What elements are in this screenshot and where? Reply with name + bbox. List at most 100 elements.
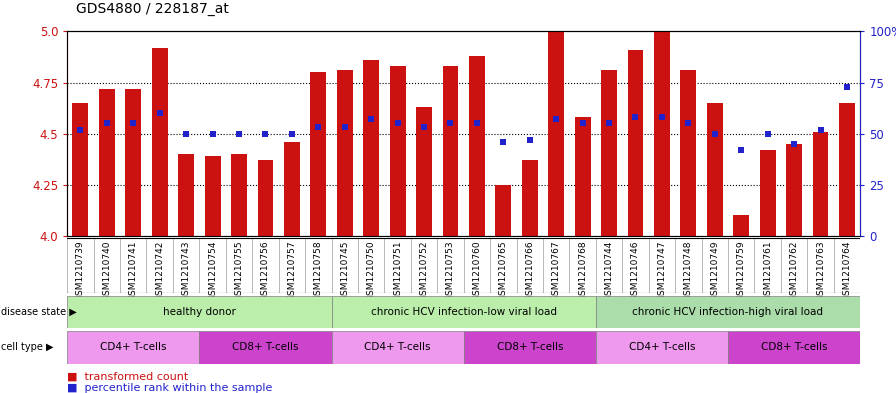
Text: GSM1210751: GSM1210751 (393, 241, 402, 301)
Point (73, 127, 88, 133)
Text: GSM1210756: GSM1210756 (261, 241, 270, 301)
Text: GSM1210750: GSM1210750 (366, 241, 375, 301)
Bar (728, 331, 860, 364)
Text: CD4+ T-cells: CD4+ T-cells (100, 342, 167, 353)
Point (522, 137, 537, 143)
Bar (199, 331, 332, 364)
Point (655, 114, 669, 120)
Bar (596, 331, 728, 364)
Bar (707, 103, 723, 236)
Bar (67, 296, 332, 328)
Bar (363, 60, 379, 236)
Bar (284, 142, 300, 236)
Text: ■  percentile rank within the sample: ■ percentile rank within the sample (67, 383, 272, 393)
Text: GSM1210762: GSM1210762 (789, 241, 798, 301)
Text: GDS4880 / 228187_at: GDS4880 / 228187_at (76, 2, 229, 16)
Text: GSM1210744: GSM1210744 (605, 241, 614, 301)
Text: CD8+ T-cells: CD8+ T-cells (232, 342, 298, 353)
Bar (416, 107, 432, 236)
Bar (99, 89, 115, 236)
Bar (257, 160, 273, 236)
Bar (73, 103, 89, 236)
Text: GSM1210748: GSM1210748 (684, 241, 693, 301)
Bar (813, 132, 829, 236)
Bar (786, 144, 802, 236)
Text: GSM1210752: GSM1210752 (419, 241, 428, 301)
Text: GSM1210742: GSM1210742 (155, 241, 164, 301)
Text: GSM1210758: GSM1210758 (314, 241, 323, 301)
Bar (839, 103, 855, 236)
Text: GSM1210747: GSM1210747 (658, 241, 667, 301)
Text: GSM1210764: GSM1210764 (842, 241, 851, 301)
Point (417, 124, 431, 130)
Point (761, 130, 775, 137)
Bar (654, 28, 670, 236)
Text: CD4+ T-cells: CD4+ T-cells (629, 342, 695, 353)
Bar (596, 296, 860, 328)
Text: CD8+ T-cells: CD8+ T-cells (761, 342, 827, 353)
Text: chronic HCV infection-high viral load: chronic HCV infection-high viral load (633, 307, 823, 317)
Bar (178, 154, 194, 236)
Text: GSM1210763: GSM1210763 (816, 241, 825, 301)
Text: GSM1210765: GSM1210765 (499, 241, 508, 301)
Bar (464, 331, 596, 364)
Text: chronic HCV infection-low viral load: chronic HCV infection-low viral load (371, 307, 556, 317)
Bar (601, 70, 617, 236)
Point (364, 116, 378, 123)
Text: GSM1210768: GSM1210768 (578, 241, 587, 301)
Bar (548, 31, 564, 236)
Point (232, 130, 246, 137)
Bar (680, 70, 696, 236)
Point (602, 120, 616, 127)
Text: GSM1210760: GSM1210760 (472, 241, 481, 301)
Text: GSM1210749: GSM1210749 (711, 241, 719, 301)
Text: GSM1210754: GSM1210754 (208, 241, 217, 301)
Bar (443, 66, 459, 236)
Point (628, 114, 642, 120)
Point (496, 139, 511, 145)
Bar (733, 215, 749, 236)
Point (152, 110, 167, 116)
Text: GSM1210746: GSM1210746 (631, 241, 640, 301)
Point (311, 124, 325, 130)
Point (99, 120, 114, 127)
Text: GSM1210745: GSM1210745 (340, 241, 349, 301)
Text: disease state ▶: disease state ▶ (1, 307, 77, 317)
Bar (332, 331, 464, 364)
Text: CD8+ T-cells: CD8+ T-cells (496, 342, 563, 353)
Point (285, 130, 299, 137)
Point (338, 124, 352, 130)
Bar (151, 48, 168, 236)
Bar (231, 154, 247, 236)
Point (179, 130, 194, 137)
Text: GSM1210761: GSM1210761 (763, 241, 772, 301)
Point (126, 120, 141, 127)
Text: CD4+ T-cells: CD4+ T-cells (365, 342, 431, 353)
Bar (337, 70, 353, 236)
Bar (125, 89, 142, 236)
Text: GSM1210767: GSM1210767 (552, 241, 561, 301)
Point (575, 120, 590, 127)
Point (549, 116, 564, 123)
Point (258, 130, 272, 137)
Point (814, 127, 828, 133)
Bar (760, 150, 776, 236)
Point (205, 130, 220, 137)
Bar (310, 72, 326, 236)
Text: GSM1210759: GSM1210759 (737, 241, 745, 301)
Text: healthy donor: healthy donor (163, 307, 236, 317)
Bar (204, 156, 220, 236)
Bar (332, 296, 596, 328)
Point (470, 120, 484, 127)
Bar (67, 331, 199, 364)
Text: cell type ▶: cell type ▶ (1, 342, 54, 353)
Bar (469, 56, 485, 236)
Bar (495, 185, 512, 236)
Point (391, 120, 405, 127)
Text: GSM1210739: GSM1210739 (76, 241, 85, 301)
Point (681, 120, 695, 127)
Point (708, 130, 722, 137)
Text: GSM1210740: GSM1210740 (102, 241, 111, 301)
Point (444, 120, 458, 127)
Point (734, 147, 748, 153)
